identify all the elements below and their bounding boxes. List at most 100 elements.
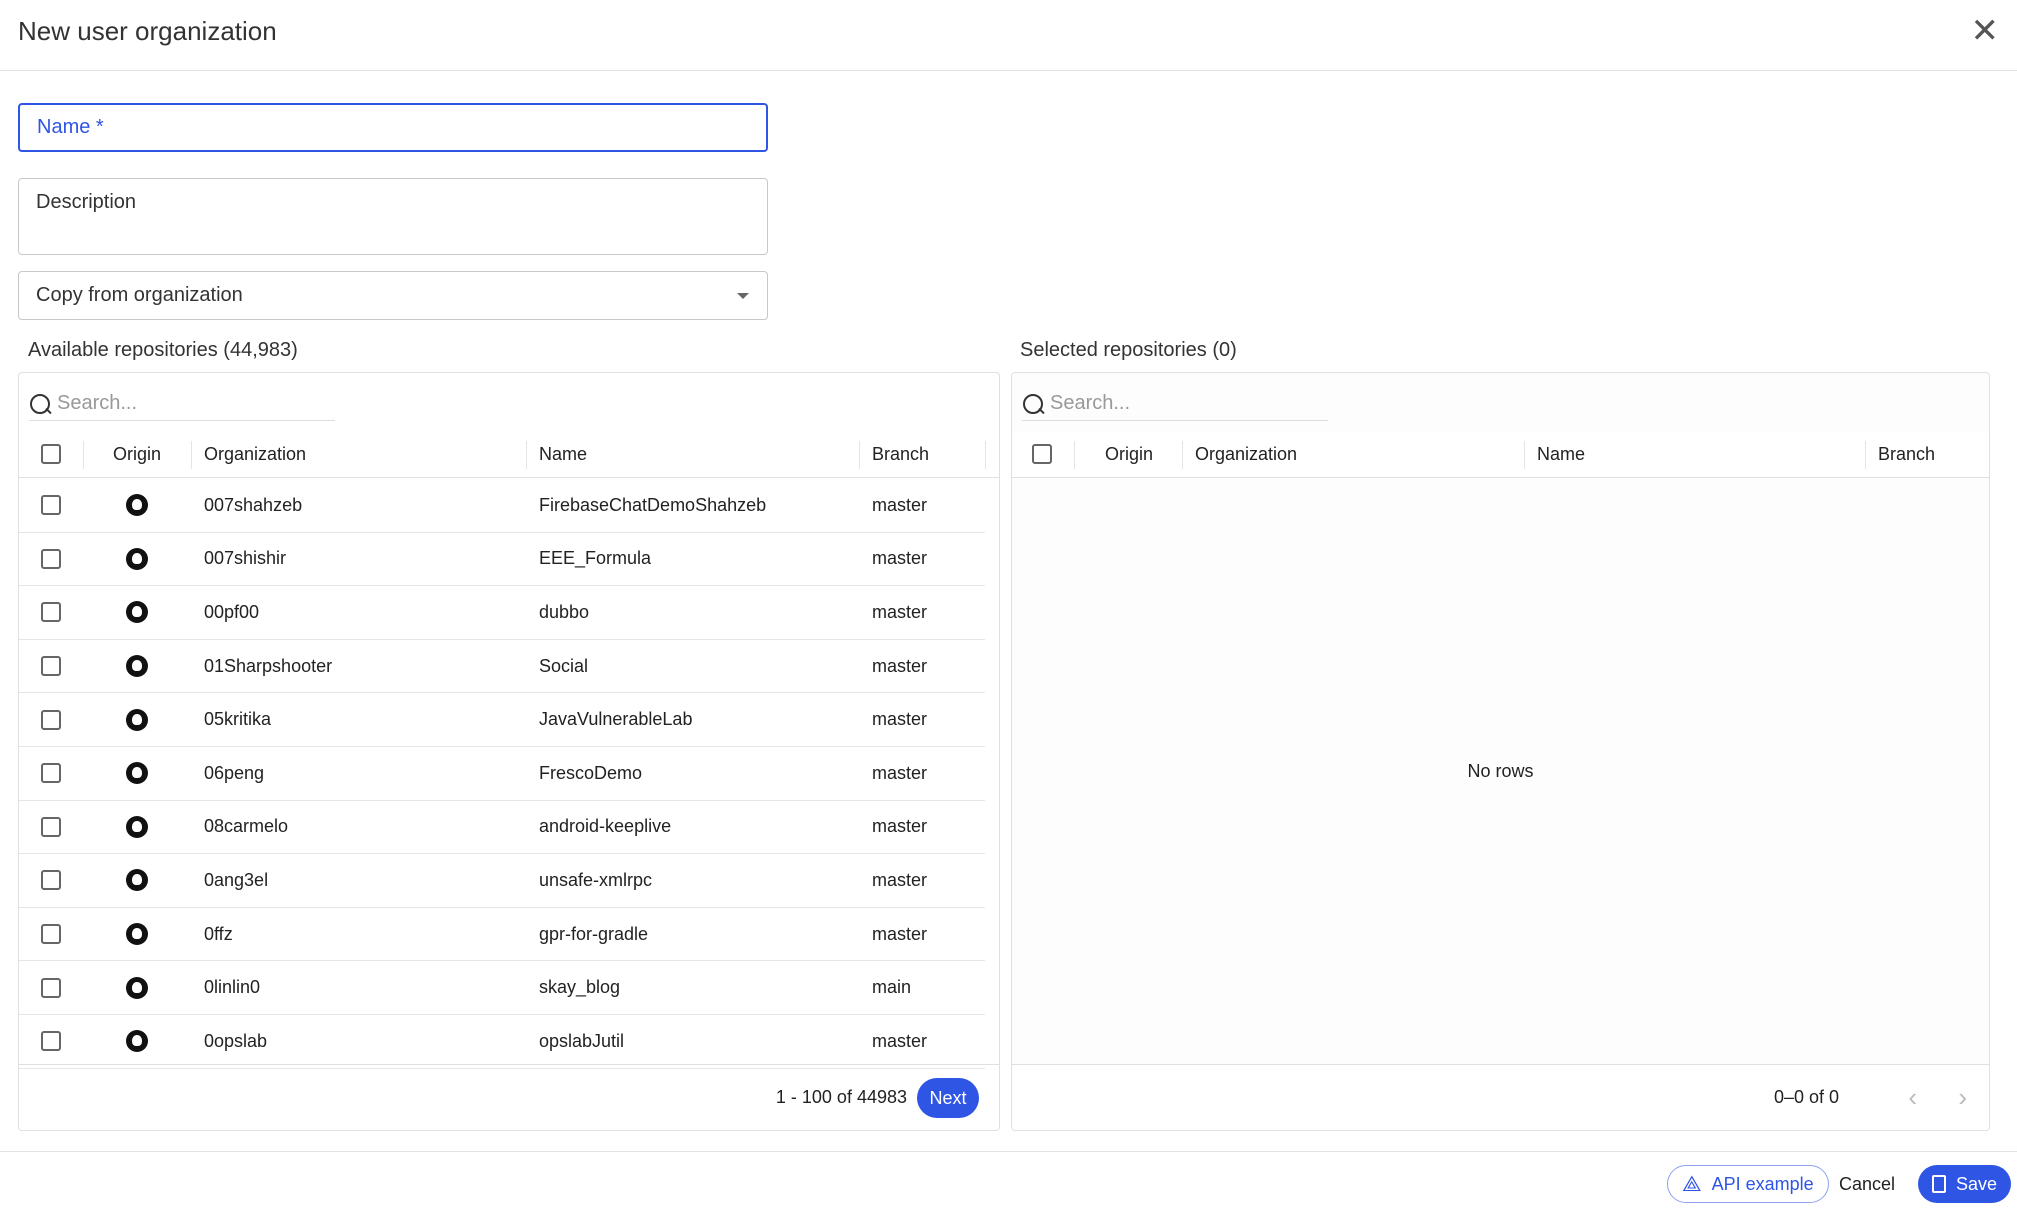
row-checkbox[interactable] bbox=[41, 709, 61, 730]
col-branch[interactable]: Branch bbox=[872, 443, 930, 464]
close-icon[interactable]: ✕ bbox=[1970, 12, 2000, 50]
row-organization: 0ang3el bbox=[204, 869, 269, 890]
pagination-text: 0–0 of 0 bbox=[1773, 1087, 1839, 1107]
row-name: FrescoDemo bbox=[539, 762, 643, 783]
row-checkbox[interactable] bbox=[41, 870, 61, 891]
select-all-checkbox[interactable] bbox=[41, 444, 61, 464]
available-footer: 1 - 100 of 44983 Next bbox=[19, 1064, 999, 1130]
row-name: FirebaseChatDemoShahzeb bbox=[539, 494, 767, 515]
github-icon bbox=[126, 708, 148, 731]
col-organization[interactable]: Organization bbox=[1195, 443, 1298, 464]
github-icon bbox=[126, 547, 148, 570]
row-name: dubbo bbox=[539, 601, 590, 622]
row-name: skay_blog bbox=[539, 977, 621, 998]
row-checkbox[interactable] bbox=[41, 816, 61, 837]
table-row[interactable]: 06peng FrescoDemo master bbox=[19, 747, 985, 801]
row-branch: master bbox=[872, 655, 928, 676]
row-organization: 00pf00 bbox=[204, 601, 260, 622]
copy-from-organization-select[interactable]: Copy from organization bbox=[18, 271, 768, 320]
row-checkbox[interactable] bbox=[41, 495, 61, 516]
empty-message: No rows bbox=[1467, 761, 1534, 781]
description-input[interactable]: Description bbox=[18, 178, 768, 255]
row-organization: 06peng bbox=[204, 762, 265, 783]
graphql-icon: ⟁ bbox=[1682, 1171, 1702, 1196]
github-icon bbox=[126, 869, 148, 892]
col-name[interactable]: Name bbox=[539, 443, 588, 464]
name-input[interactable]: Name * bbox=[18, 103, 768, 152]
selected-title: Selected repositories (0) bbox=[1020, 339, 1237, 361]
available-search[interactable]: Search... bbox=[29, 387, 335, 421]
search-icon bbox=[29, 393, 51, 415]
col-organization[interactable]: Organization bbox=[204, 443, 307, 464]
selected-search[interactable]: Search... bbox=[1022, 387, 1328, 421]
search-placeholder: Search... bbox=[57, 392, 138, 414]
row-checkbox[interactable] bbox=[41, 548, 61, 569]
row-organization: 0linlin0 bbox=[204, 977, 261, 998]
table-row[interactable]: 007shishir EEE_Formula master bbox=[19, 533, 985, 587]
col-name[interactable]: Name bbox=[1537, 443, 1586, 464]
row-checkbox[interactable] bbox=[41, 602, 61, 623]
row-checkbox[interactable] bbox=[41, 977, 61, 998]
table-row[interactable]: 0ffz gpr-for-gradle master bbox=[19, 908, 985, 962]
row-checkbox[interactable] bbox=[41, 763, 61, 784]
pagination-text: 1 - 100 of 44983 bbox=[775, 1087, 907, 1107]
row-organization: 0opslab bbox=[204, 1030, 268, 1051]
save-button[interactable]: Save bbox=[1918, 1165, 2011, 1203]
row-checkbox[interactable] bbox=[41, 1031, 61, 1052]
row-branch: master bbox=[872, 709, 928, 730]
row-organization: 01Sharpshooter bbox=[204, 655, 333, 676]
github-icon bbox=[126, 815, 148, 838]
github-icon bbox=[126, 1030, 148, 1053]
table-row[interactable]: 08carmelo android-keeplive master bbox=[19, 801, 985, 855]
row-organization: 08carmelo bbox=[204, 816, 289, 837]
row-branch: master bbox=[872, 548, 928, 569]
row-branch: master bbox=[872, 1030, 928, 1051]
save-label: Save bbox=[1955, 1173, 1997, 1194]
github-icon bbox=[126, 923, 148, 946]
table-row[interactable]: 0opslab opslabJutil master bbox=[19, 1015, 985, 1069]
row-branch: master bbox=[872, 816, 928, 837]
table-header: Origin Organization Name Branch bbox=[19, 431, 999, 478]
row-organization: 007shahzeb bbox=[204, 494, 303, 515]
row-branch: master bbox=[872, 923, 928, 944]
table-row[interactable]: 00pf00 dubbo master bbox=[19, 586, 985, 640]
row-name: android-keeplive bbox=[539, 816, 672, 837]
table-row[interactable]: 01Sharpshooter Social master bbox=[19, 640, 985, 694]
row-organization: 007shishir bbox=[204, 548, 287, 569]
footer-divider bbox=[0, 1151, 2017, 1152]
row-name: unsafe-xmlrpc bbox=[539, 869, 653, 890]
api-example-button[interactable]: ⟁ API example bbox=[1667, 1165, 1829, 1203]
row-organization: 0ffz bbox=[204, 923, 233, 944]
col-origin[interactable]: Origin bbox=[1105, 443, 1154, 464]
row-organization: 05kritika bbox=[204, 709, 272, 730]
col-branch[interactable]: Branch bbox=[1878, 443, 1936, 464]
table-row[interactable]: 007shahzeb FirebaseChatDemoShahzeb maste… bbox=[19, 479, 985, 533]
select-all-checkbox[interactable] bbox=[1032, 444, 1052, 464]
row-name: gpr-for-gradle bbox=[539, 923, 649, 944]
github-icon bbox=[126, 655, 148, 678]
next-button[interactable]: Next bbox=[917, 1078, 979, 1118]
github-icon bbox=[126, 976, 148, 999]
api-label: API example bbox=[1711, 1173, 1814, 1194]
search-icon bbox=[1022, 393, 1044, 415]
prev-page-icon[interactable]: ‹ bbox=[1908, 1082, 1917, 1112]
table-row[interactable]: 0linlin0 skay_blog main bbox=[19, 961, 985, 1015]
row-name: opslabJutil bbox=[539, 1030, 625, 1051]
row-checkbox[interactable] bbox=[41, 656, 61, 677]
row-branch: master bbox=[872, 762, 928, 783]
row-checkbox[interactable] bbox=[41, 924, 61, 945]
search-placeholder: Search... bbox=[1050, 392, 1131, 414]
table-row[interactable]: 05kritika JavaVulnerableLab master bbox=[19, 693, 985, 747]
next-page-icon[interactable]: › bbox=[1958, 1082, 1967, 1112]
row-branch: main bbox=[872, 977, 912, 998]
col-origin[interactable]: Origin bbox=[113, 443, 162, 464]
row-branch: master bbox=[872, 601, 928, 622]
dialog-title: New user organization bbox=[18, 16, 277, 46]
table-header: Origin Organization Name Branch bbox=[1012, 431, 1989, 478]
copy-label: Copy from organization bbox=[36, 284, 243, 306]
row-name: JavaVulnerableLab bbox=[539, 709, 693, 730]
row-name: EEE_Formula bbox=[539, 548, 652, 569]
caret-down-icon bbox=[737, 293, 749, 299]
table-row[interactable]: 0ang3el unsafe-xmlrpc master bbox=[19, 854, 985, 908]
cancel-button[interactable]: Cancel bbox=[1839, 1173, 1896, 1194]
